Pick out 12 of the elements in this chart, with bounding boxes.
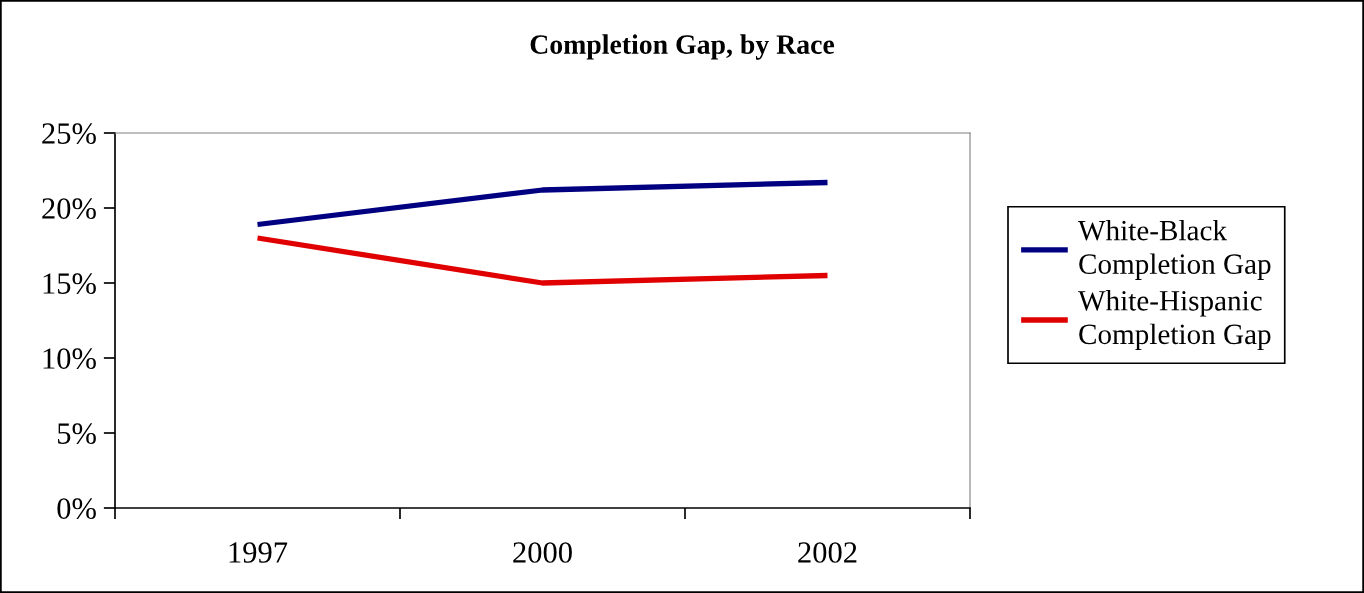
y-tick-label: 25% (42, 123, 96, 144)
x-tick-label: 1997 (229, 542, 288, 563)
y-tick-label: 15% (43, 273, 96, 294)
legend-label: White-Hispanic Completion Gap (1078, 290, 1271, 351)
x-tick-label: 2002 (798, 542, 857, 563)
y-tick-label: 5% (57, 423, 96, 444)
y-tick-label: 10% (43, 348, 96, 369)
legend-label: White-Black Completion Gap (1078, 219, 1271, 280)
y-tick-label: 0% (57, 498, 96, 519)
y-tick-label: 20% (42, 198, 96, 219)
chart-title: Completion Gap, by Race (530, 34, 835, 60)
x-tick-label: 2000 (513, 542, 572, 563)
